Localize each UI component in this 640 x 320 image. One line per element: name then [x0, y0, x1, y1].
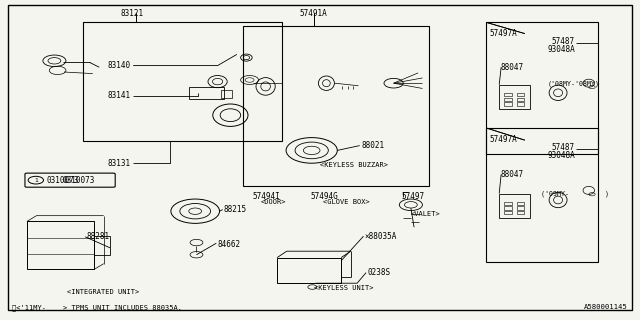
Text: ('08MY-'08MY): ('08MY-'08MY) [547, 81, 599, 87]
Text: 57487: 57487 [552, 37, 575, 46]
Text: 0310073: 0310073 [47, 176, 79, 185]
Text: ('09MY-         ): ('09MY- ) [541, 190, 609, 197]
Bar [504, 98, 512, 101]
Bar [504, 202, 512, 205]
Text: 93048A: 93048A [547, 151, 575, 160]
Text: 57494G: 57494G [310, 192, 338, 201]
Bar [221, 90, 232, 98]
Text: 57494I: 57494I [253, 192, 280, 201]
Text: 83131: 83131 [108, 159, 131, 168]
Text: 88281: 88281 [86, 232, 109, 241]
Bar [517, 102, 524, 106]
Bar [27, 221, 94, 269]
Bar [517, 206, 524, 210]
Bar [486, 22, 598, 154]
Text: <INTEGRATED UNIT>: <INTEGRATED UNIT> [67, 289, 140, 295]
Bar [517, 211, 524, 214]
Bar [504, 206, 512, 210]
Text: <VALET>: <VALET> [411, 211, 440, 217]
Bar [189, 87, 224, 99]
Text: A580001145: A580001145 [584, 304, 627, 310]
Text: 88021: 88021 [362, 141, 385, 150]
Bar [504, 93, 512, 96]
Bar [499, 194, 530, 218]
Bar [94, 236, 110, 255]
Text: 83121: 83121 [120, 9, 143, 18]
Bar [517, 93, 524, 96]
Text: 57497: 57497 [402, 192, 425, 201]
Text: 57491A: 57491A [300, 9, 327, 18]
Text: <GLOVE BOX>: <GLOVE BOX> [323, 199, 370, 205]
Bar [486, 128, 598, 262]
Text: 83140: 83140 [108, 61, 131, 70]
Text: 57487: 57487 [552, 143, 575, 152]
Text: 0238S: 0238S [368, 268, 391, 277]
Text: 88215: 88215 [224, 205, 247, 214]
Bar [499, 85, 530, 109]
Bar [504, 102, 512, 106]
Bar [83, 22, 282, 141]
Text: 88047: 88047 [500, 170, 524, 179]
Text: ※<'11MY-    > TPMS UNIT INCLUDES 88035A.: ※<'11MY- > TPMS UNIT INCLUDES 88035A. [12, 304, 182, 310]
Text: <DOOR>: <DOOR> [261, 199, 287, 205]
Text: ×88035A: ×88035A [365, 232, 397, 241]
Text: 88047: 88047 [500, 63, 524, 72]
Bar [504, 211, 512, 214]
Bar [517, 98, 524, 101]
Text: 0310073: 0310073 [63, 176, 95, 185]
Text: <KEYLESS UNIT>: <KEYLESS UNIT> [314, 285, 373, 291]
Text: 83141: 83141 [108, 92, 131, 100]
Text: <KEYLESS BUZZAR>: <KEYLESS BUZZAR> [320, 162, 388, 168]
Bar [243, 26, 429, 186]
Text: 84662: 84662 [218, 240, 241, 249]
Bar [517, 202, 524, 205]
Text: 1: 1 [34, 178, 38, 183]
Text: 57497A: 57497A [490, 29, 517, 38]
Text: 93048A: 93048A [547, 45, 575, 54]
Text: 57497A: 57497A [490, 135, 517, 144]
Bar [277, 258, 341, 283]
